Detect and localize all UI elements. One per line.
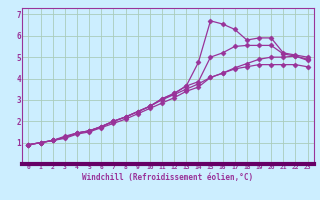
X-axis label: Windchill (Refroidissement éolien,°C): Windchill (Refroidissement éolien,°C) (83, 173, 253, 182)
